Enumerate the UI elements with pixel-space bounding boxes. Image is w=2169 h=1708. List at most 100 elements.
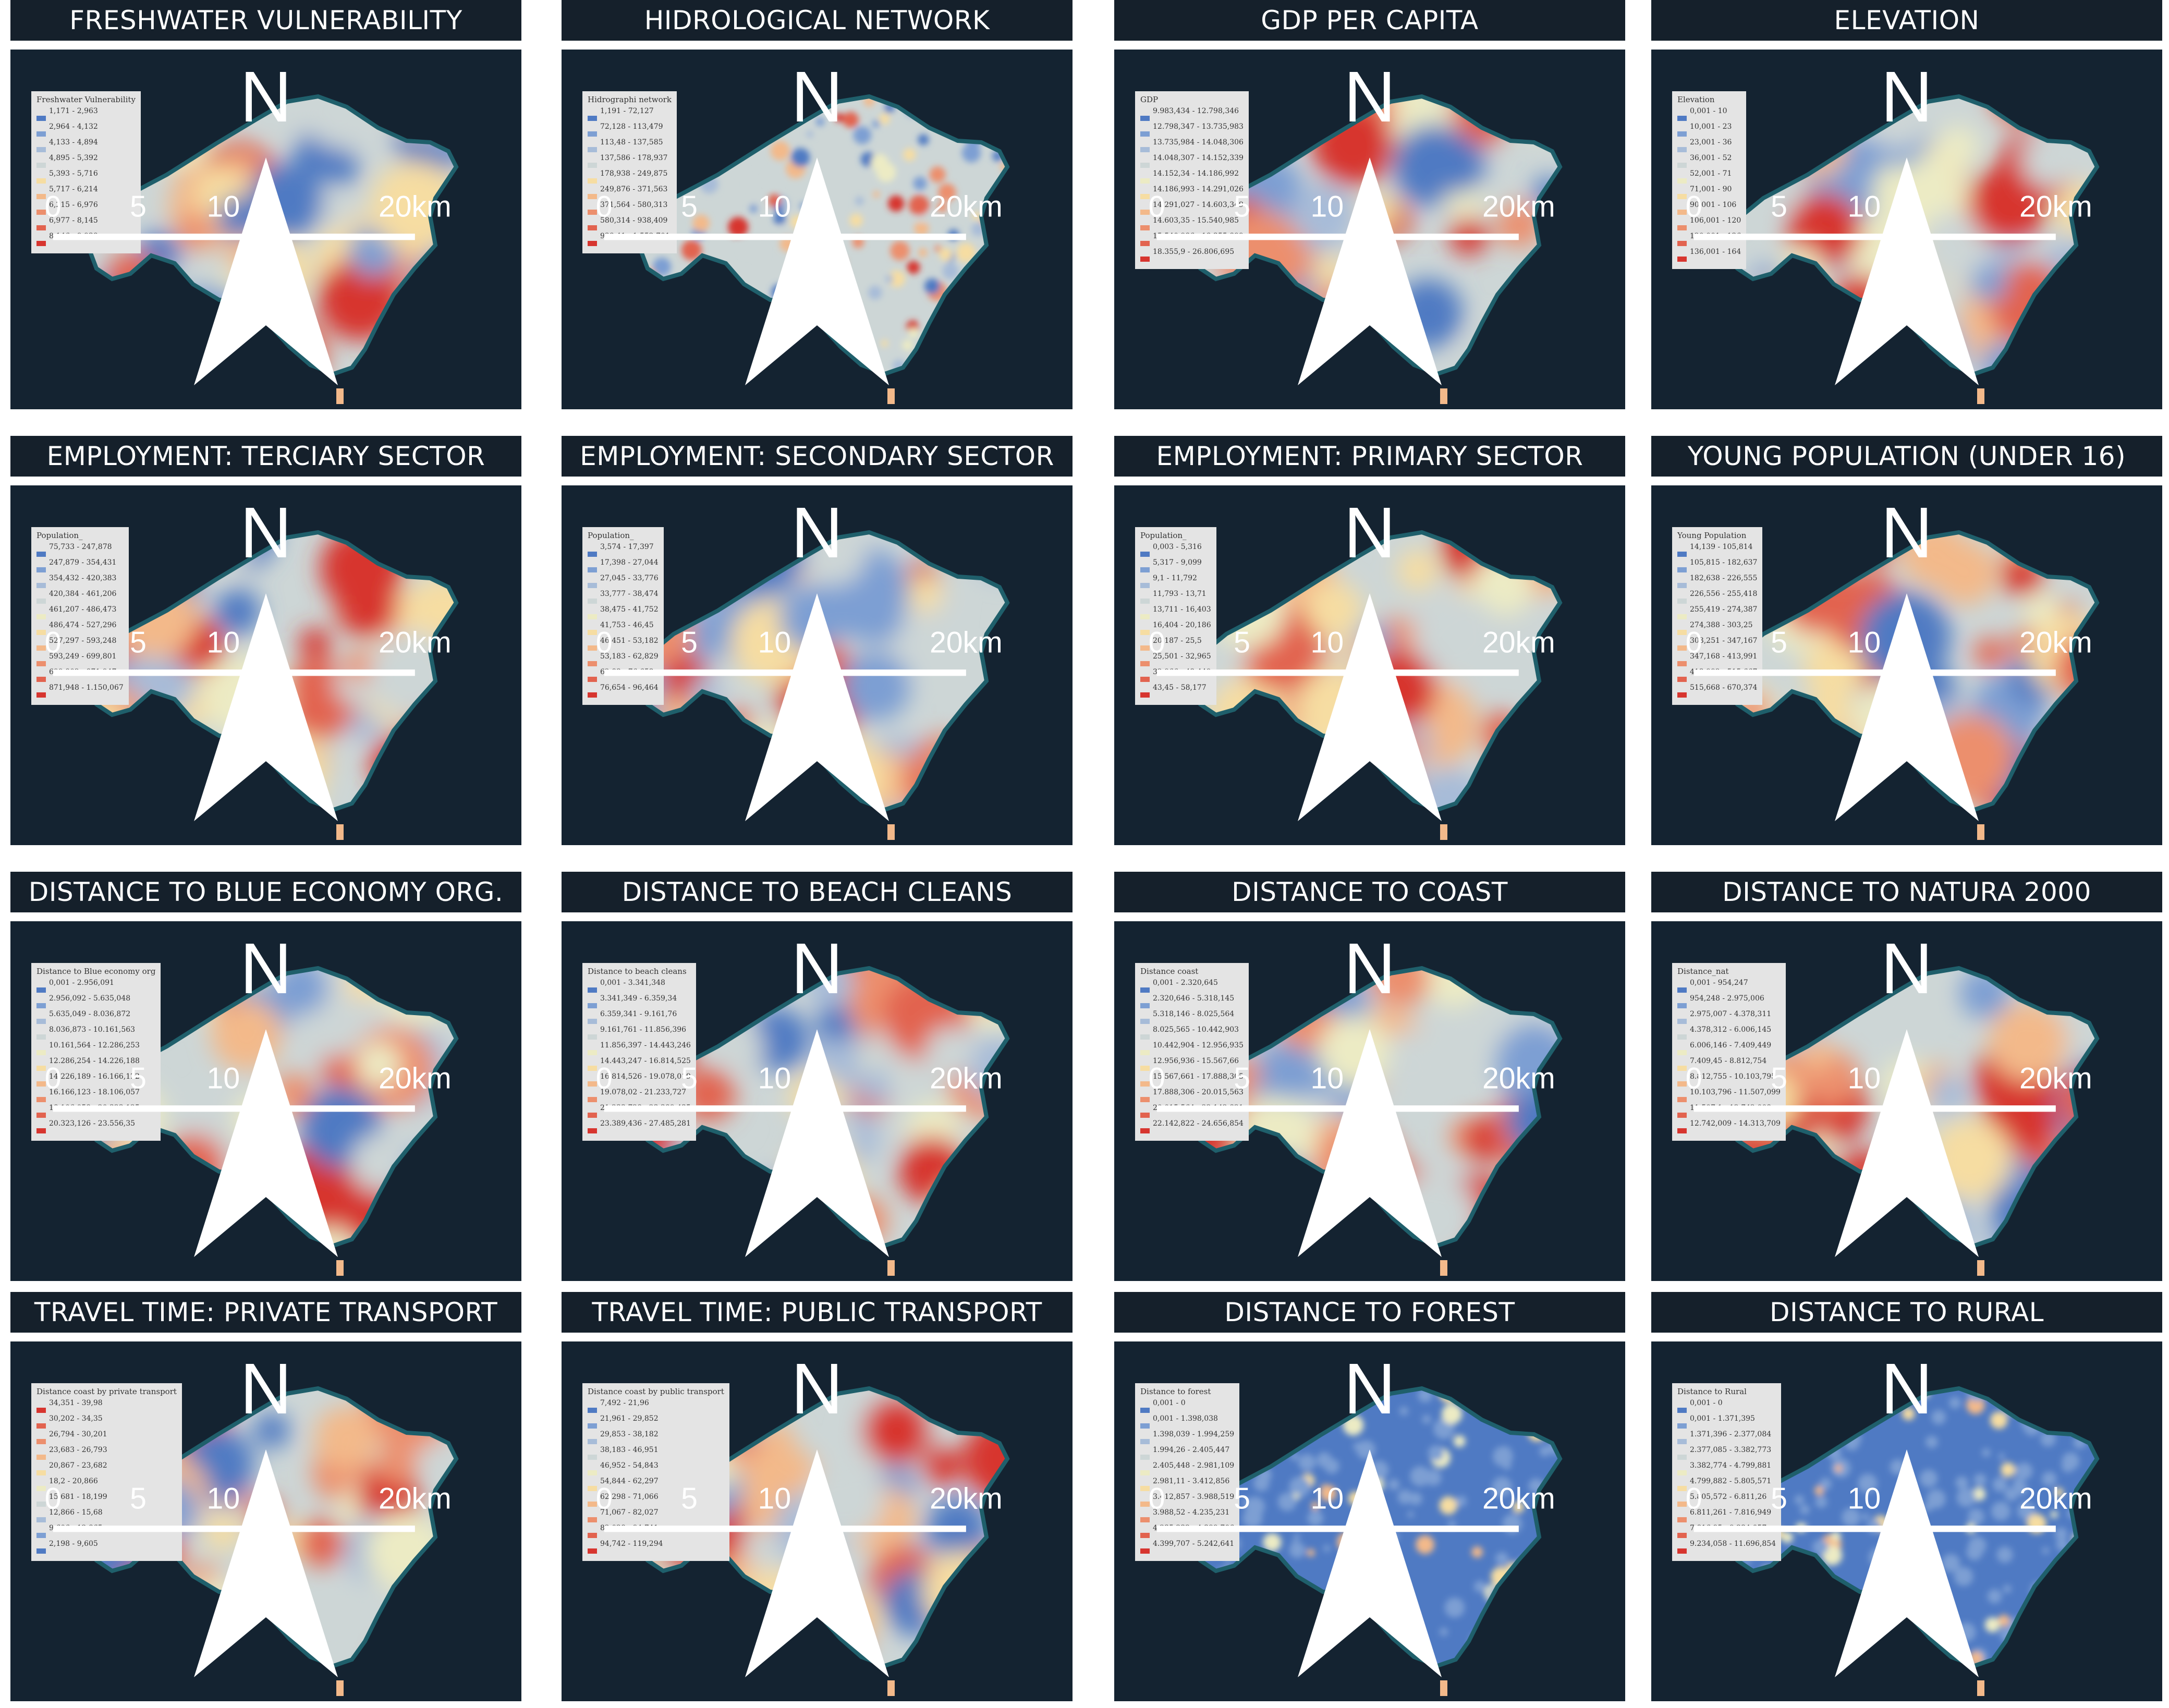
legend-swatch	[588, 1548, 597, 1554]
legend-entry: 38,475 - 41,752	[588, 606, 659, 619]
legend-swatch	[36, 1408, 46, 1413]
legend-label: 15.567,661 - 17.888,305	[1153, 1072, 1244, 1081]
legend-entry: 10.442,904 - 12.956,935	[1140, 1042, 1244, 1055]
legend-swatch	[588, 1470, 597, 1475]
legend-entry: 29,853 - 38,182	[588, 1431, 724, 1444]
legend-label: 182,638 - 226,555	[1690, 574, 1758, 582]
legend-swatch	[588, 1533, 597, 1538]
scale-line	[1693, 1526, 2056, 1532]
legend-label: 0,003 - 5,316	[1153, 543, 1202, 551]
legend-entry: 182,638 - 226,555	[1677, 575, 1757, 588]
legend-entry: 3,574 - 17,397	[588, 543, 659, 557]
legend-swatch	[36, 241, 46, 246]
legend-swatch	[36, 1533, 46, 1538]
legend-swatch	[1140, 1548, 1150, 1554]
legend-swatch	[36, 567, 46, 572]
map-panel-12: DISTANCE TO NATURA 2000 Distance_nat 0,0…	[1651, 872, 2162, 1288]
legend-swatch	[1140, 1502, 1150, 1507]
scale-tick-label: 5	[130, 1062, 147, 1095]
scale-tick-label: 20km	[379, 626, 452, 660]
legend-swatch	[1677, 225, 1687, 230]
legend-entry: 46,451 - 53,182	[588, 637, 659, 651]
svg-text:N: N	[240, 493, 292, 573]
legend-entry: 303,251 - 347,167	[1677, 637, 1757, 651]
map-view: Hidrographi network 1,191 - 72,127 72,128…	[562, 50, 1073, 409]
legend-label: 10.442,904 - 12.956,935	[1153, 1041, 1244, 1050]
legend-label: 420,384 - 461,206	[49, 590, 117, 598]
legend-swatch	[36, 178, 46, 184]
north-arrow-icon: N	[745, 1349, 889, 1677]
legend-title: Population_	[36, 531, 83, 540]
legend-swatch	[1140, 987, 1150, 993]
legend-label: 20,867 - 23,682	[49, 1461, 107, 1470]
scale-bar: 0 5 10 20km	[1686, 1062, 2092, 1112]
legend-swatch	[1677, 1517, 1687, 1522]
panel-title: DISTANCE TO NATURA 2000	[1651, 872, 2162, 912]
legend-swatch	[1677, 1019, 1687, 1024]
map-view: Population_ 0,003 - 5,316 5,317 - 9,099 9,…	[1114, 485, 1625, 845]
legend-swatch	[588, 1455, 597, 1460]
legend-entry: 14.291,027 - 14.603,349	[1140, 201, 1244, 215]
legend-swatch	[1140, 677, 1150, 682]
legend-label: 10.103,796 - 11.507,099	[1690, 1088, 1781, 1096]
scale-tick-label: 10	[1311, 1062, 1344, 1095]
legend-label: 178,938 - 249,875	[600, 169, 668, 178]
legend-label: 303,251 - 347,167	[1690, 637, 1758, 645]
legend-label: 20,187 - 25,5	[1153, 637, 1202, 645]
legend-label: 954,248 - 2.975,006	[1690, 994, 1764, 1003]
legend-entry: 2.981,11 - 3.412,856	[1140, 1478, 1234, 1491]
scale-bar: 0 5 10 20km	[1149, 1482, 1555, 1532]
legend-label: 6.006,146 - 7.409,449	[1690, 1041, 1772, 1050]
legend-label: 5,393 - 5,716	[49, 169, 98, 178]
legend-label: 2.405,448 - 2.981,109	[1153, 1461, 1235, 1470]
legend-swatch	[1140, 147, 1150, 152]
north-arrow-icon: N	[194, 1349, 338, 1677]
legend-label: 871,948 - 1.150,067	[49, 684, 124, 692]
legend-label: 94,742 - 119,294	[600, 1540, 663, 1548]
legend-entry: 23.389,436 - 27.485,281	[588, 1120, 691, 1133]
legend-entry: 0,001 - 1.371,395	[1677, 1415, 1776, 1429]
scale-tick-label: 0	[596, 1062, 613, 1095]
legend-entry: 371,564 - 580,313	[588, 201, 672, 215]
scale-tick-label: 0	[45, 626, 62, 660]
legend-entry: 3.341,349 - 6.359,34	[588, 995, 691, 1008]
legend-title: Distance to Blue economy org	[36, 967, 156, 976]
legend-title: Population_	[1140, 531, 1187, 540]
legend-entries: 75,733 - 247,878 247,879 - 354,431 354,432…	[36, 543, 124, 698]
legend-label: 6,977 - 8,145	[49, 216, 98, 225]
legend-entry: 113,48 - 137,585	[588, 139, 672, 152]
legend-entry: 1,191 - 72,127	[588, 107, 672, 121]
legend-swatch	[36, 1517, 46, 1522]
scale-line	[1693, 234, 2056, 240]
legend-swatch	[36, 645, 46, 651]
legend-entry: 21,961 - 29,852	[588, 1415, 724, 1429]
legend-label: 29,853 - 38,182	[600, 1430, 659, 1438]
legend-swatch	[36, 1050, 46, 1055]
panel-title: DISTANCE TO BEACH CLEANS	[562, 872, 1073, 912]
legend-label: 17.888,306 - 20.015,563	[1153, 1088, 1244, 1096]
legend-swatch	[1677, 645, 1687, 651]
scale-bar: 0 5 10 20km	[1686, 1482, 2092, 1532]
scale-tick-label: 20km	[2019, 626, 2092, 660]
legend-swatch	[1140, 1455, 1150, 1460]
panel-title: FRESHWATER VULNERABILITY	[10, 0, 521, 41]
legend-swatch	[36, 552, 46, 557]
legend-swatch	[36, 1034, 46, 1040]
legend-label: 461,207 - 486,473	[49, 605, 117, 614]
legend-label: 38,475 - 41,752	[600, 605, 659, 614]
scale-tick-label: 5	[681, 1062, 698, 1095]
legend-entry: 12.286,254 - 14.226,188	[36, 1057, 155, 1071]
legend-swatch	[36, 1113, 46, 1118]
legend-swatch	[1677, 1439, 1687, 1444]
map-panel-3: GDP PER CAPITA GDP 9.983,434 - 12.798,34…	[1114, 0, 1625, 416]
legend-swatch	[1140, 1113, 1150, 1118]
legend-entry: 94,742 - 119,294	[588, 1540, 724, 1554]
svg-text:N: N	[1344, 1349, 1396, 1429]
legend-swatch	[1140, 163, 1150, 168]
legend-entry: 6,977 - 8,145	[36, 217, 136, 230]
scale-tick-label: 10	[207, 1482, 240, 1516]
legend-swatch	[1677, 194, 1687, 199]
legend-label: 3.988,52 - 4.235,231	[1153, 1508, 1230, 1517]
legend-label: 22.142,822 - 24.656,854	[1153, 1119, 1244, 1128]
legend-label: 137,586 - 178,937	[600, 154, 668, 162]
